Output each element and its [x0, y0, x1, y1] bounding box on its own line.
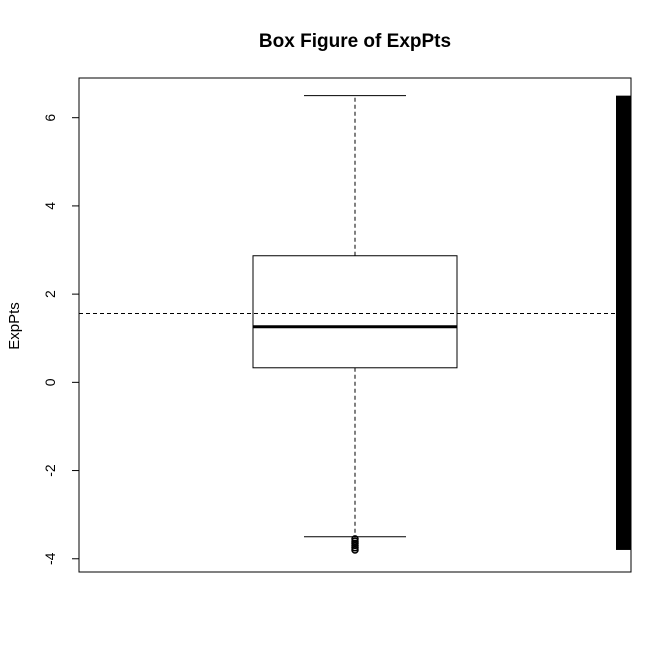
- plot-marks: [79, 95, 631, 554]
- y-tick-label: -2: [42, 464, 58, 477]
- y-axis: -4 -2 0 2 4 6: [42, 114, 80, 565]
- y-axis-label: ExpPts: [6, 302, 23, 350]
- chart-title: Box Figure of ExpPts: [259, 31, 451, 52]
- y-tick-label: 0: [42, 378, 58, 386]
- y-tick-label: -4: [42, 552, 58, 565]
- iqr-box: [252, 255, 458, 369]
- y-tick-label: 6: [42, 114, 58, 122]
- y-tick-label: 4: [42, 202, 58, 210]
- outlier-point: [351, 546, 359, 554]
- rug-bar: [616, 95, 631, 550]
- y-tick-label: 2: [42, 290, 58, 298]
- plot-frame: [78, 77, 632, 573]
